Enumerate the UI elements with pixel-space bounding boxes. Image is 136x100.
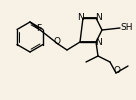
Text: F: F [36,24,42,33]
Text: SH: SH [121,23,133,32]
Text: N: N [77,12,83,22]
Text: N: N [95,38,101,47]
Text: N: N [96,12,102,22]
Text: O: O [53,38,61,46]
Text: O: O [114,66,120,75]
